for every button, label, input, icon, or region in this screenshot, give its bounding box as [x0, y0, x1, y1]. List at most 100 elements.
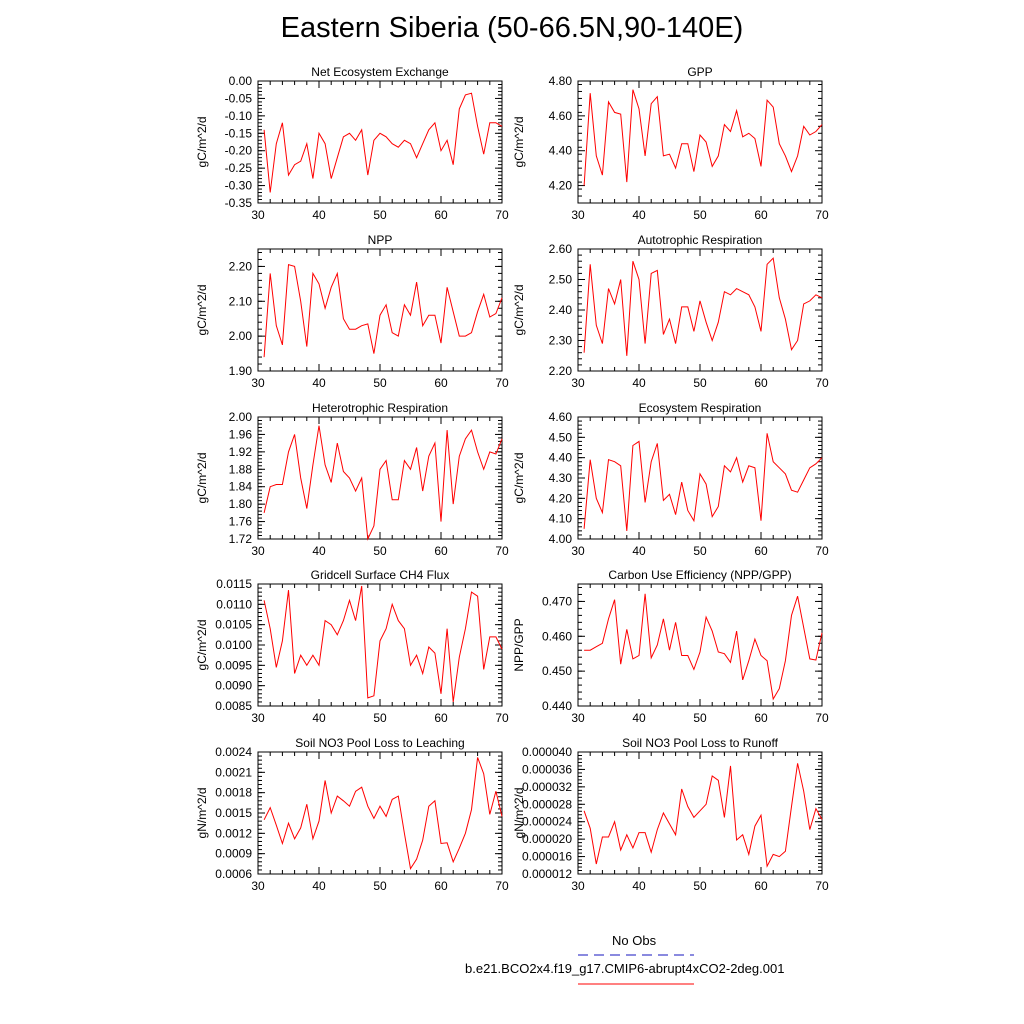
- y-tick-label: 0.0090: [215, 679, 252, 693]
- chart-panel-7: Gridcell Surface CH4 Flux gC/m^2/d 30 40 50 6…: [195, 568, 509, 725]
- y-tick-label: 4.20: [549, 491, 573, 505]
- y-tick-label: 0.0015: [215, 806, 252, 820]
- y-tick-label: 0.0085: [215, 699, 252, 713]
- chart-panel-2: GPP gC/m^2/d 30 40 50 60 70 4.20 4.40 4.60 4.80: [512, 65, 829, 222]
- x-tick-label: 30: [571, 879, 585, 893]
- y-tick-label: -0.35: [225, 196, 253, 210]
- x-tick-label: 40: [632, 208, 646, 222]
- x-tick-label: 70: [815, 711, 829, 725]
- series-line: [584, 593, 823, 701]
- y-tick-label: 4.40: [549, 144, 573, 158]
- y-tick-label: 0.00: [229, 74, 253, 88]
- x-tick-label: 50: [693, 544, 707, 558]
- x-tick-label: 30: [251, 544, 265, 558]
- chart-panel-5: Heterotrophic Respiration gC/m^2/d 30 40 50 6…: [195, 401, 509, 558]
- series-line: [263, 757, 503, 870]
- chart-panel-9: Soil NO3 Pool Loss to Leaching gN/m^2/d 30…: [195, 736, 509, 893]
- panel-title: Heterotrophic Respiration: [312, 401, 448, 415]
- x-tick-label: 50: [373, 376, 387, 390]
- y-tick-label: 0.460: [542, 629, 572, 643]
- series-line: [263, 425, 503, 541]
- x-tick-label: 50: [693, 376, 707, 390]
- x-tick-label: 50: [373, 208, 387, 222]
- x-tick-label: 70: [815, 208, 829, 222]
- x-tick-label: 70: [495, 544, 509, 558]
- x-tick-label: 50: [693, 879, 707, 893]
- legend-model-label: b.e21.BCO2x4.f19_g17.CMIP6-abrupt4xCO2-2…: [465, 961, 785, 976]
- plot-frame: [577, 80, 823, 204]
- chart-panel-6: Ecosystem Respiration gC/m^2/d 30 40 50 60 70 4…: [512, 401, 829, 558]
- figure-title: Eastern Siberia (50-66.5N,90-140E): [280, 12, 744, 44]
- x-tick-label: 40: [312, 879, 326, 893]
- x-tick-label: 40: [312, 208, 326, 222]
- x-tick-label: 70: [495, 208, 509, 222]
- x-tick-label: 60: [754, 208, 768, 222]
- y-tick-label: 0.470: [542, 594, 572, 608]
- y-tick-label: 0.000012: [522, 867, 572, 881]
- y-axis-label: gC/m^2/d: [512, 117, 526, 168]
- x-tick-label: 50: [693, 711, 707, 725]
- y-axis-label: gC/m^2/d: [195, 285, 209, 336]
- y-tick-label: 1.92: [229, 445, 253, 459]
- series-line: [263, 585, 503, 702]
- x-tick-label: 40: [312, 376, 326, 390]
- series-line: [583, 89, 823, 186]
- y-tick-label: 0.0021: [215, 765, 252, 779]
- y-tick-label: 0.0110: [216, 597, 252, 611]
- x-tick-label: 40: [632, 376, 646, 390]
- y-axis-label: gN/m^2/d: [195, 788, 209, 839]
- chart-panel-10: Soil NO3 Pool Loss to Runoff gN/m^2/d 30 40…: [512, 736, 829, 893]
- y-tick-label: -0.20: [225, 144, 253, 158]
- panel-title: Autotrophic Respiration: [638, 233, 763, 247]
- x-tick-label: 60: [434, 208, 448, 222]
- y-tick-label: 4.60: [549, 109, 573, 123]
- y-tick-label: 0.000024: [522, 815, 572, 829]
- chart-panel-8: Carbon Use Efficiency (NPP/GPP) NPP/GPP 30…: [512, 568, 829, 725]
- x-tick-label: 30: [251, 208, 265, 222]
- y-tick-label: 2.10: [229, 294, 253, 308]
- y-tick-label: 0.000040: [522, 745, 572, 759]
- x-tick-label: 60: [754, 376, 768, 390]
- panel-title: Carbon Use Efficiency (NPP/GPP): [608, 568, 791, 582]
- y-axis-label: NPP/GPP: [512, 618, 526, 671]
- series-line: [583, 257, 823, 356]
- y-tick-label: 0.0115: [216, 577, 252, 591]
- series-line: [583, 433, 823, 531]
- y-tick-label: 1.80: [229, 497, 253, 511]
- y-tick-label: 2.60: [549, 242, 573, 256]
- chart-panel-4: Autotrophic Respiration gC/m^2/d 30 40 50 60 7…: [512, 233, 829, 390]
- y-tick-label: 4.60: [549, 410, 573, 424]
- y-tick-label: -0.25: [225, 161, 253, 175]
- panel-title: Net Ecosystem Exchange: [311, 65, 449, 79]
- y-tick-label: 0.0100: [215, 638, 252, 652]
- y-axis-label: gC/m^2/d: [512, 453, 526, 504]
- y-tick-label: 4.50: [549, 430, 573, 444]
- series-line: [583, 763, 823, 868]
- y-axis-label: gN/m^2/d: [512, 788, 526, 839]
- y-tick-label: 1.72: [229, 532, 253, 546]
- x-tick-label: 40: [312, 711, 326, 725]
- x-tick-label: 70: [815, 879, 829, 893]
- y-tick-label: 4.30: [549, 471, 573, 485]
- plot-frame: [577, 416, 823, 540]
- series-line: [263, 92, 503, 193]
- x-tick-label: 70: [495, 376, 509, 390]
- y-tick-label: 2.30: [549, 334, 573, 348]
- y-axis-label: gC/m^2/d: [195, 453, 209, 504]
- x-tick-label: 40: [632, 879, 646, 893]
- y-tick-label: 0.450: [542, 664, 572, 678]
- x-tick-label: 60: [754, 711, 768, 725]
- x-tick-label: 60: [434, 376, 448, 390]
- x-tick-label: 30: [571, 544, 585, 558]
- y-tick-label: 1.90: [229, 364, 253, 378]
- x-tick-label: 50: [693, 208, 707, 222]
- plot-frame: [257, 80, 503, 204]
- y-axis-label: gC/m^2/d: [512, 285, 526, 336]
- x-tick-label: 60: [754, 544, 768, 558]
- x-tick-label: 40: [632, 544, 646, 558]
- y-tick-label: 4.80: [549, 74, 573, 88]
- chart-panel-1: Net Ecosystem Exchange gC/m^2/d 30 40 50 60 70…: [195, 65, 509, 222]
- y-tick-label: 2.40: [549, 303, 573, 317]
